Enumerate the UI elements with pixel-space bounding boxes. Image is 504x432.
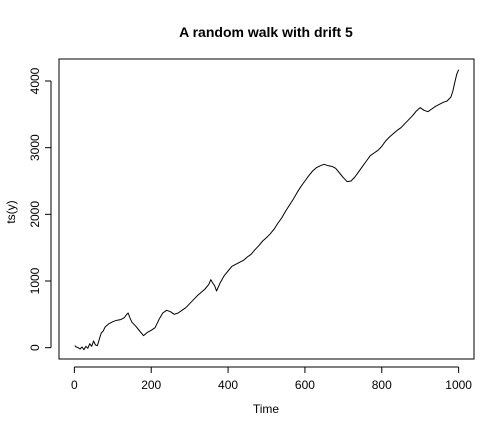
x-axis-label: Time: [253, 402, 280, 416]
x-tick-label: 200: [141, 378, 161, 392]
series-line: [74, 69, 460, 351]
x-axis: 0 200 400 600 800 1000: [71, 366, 472, 392]
x-tick-label: 1000: [445, 378, 472, 392]
x-tick-label: 0: [71, 378, 78, 392]
y-tick-label: 1000: [28, 267, 42, 294]
chart-title: A random walk with drift 5: [179, 24, 353, 40]
y-axis-label: ts(y): [4, 200, 18, 223]
x-tick-label: 400: [218, 378, 238, 392]
x-tick-label: 800: [372, 378, 392, 392]
y-axis: 0 1000 2000 3000 4000: [28, 67, 52, 351]
y-tick-label: 4000: [28, 67, 42, 94]
y-tick-label: 0: [28, 344, 42, 351]
x-tick-label: 600: [295, 378, 315, 392]
y-tick-label: 3000: [28, 134, 42, 161]
plot-area-frame: [58, 58, 475, 360]
y-tick-label: 2000: [28, 201, 42, 228]
